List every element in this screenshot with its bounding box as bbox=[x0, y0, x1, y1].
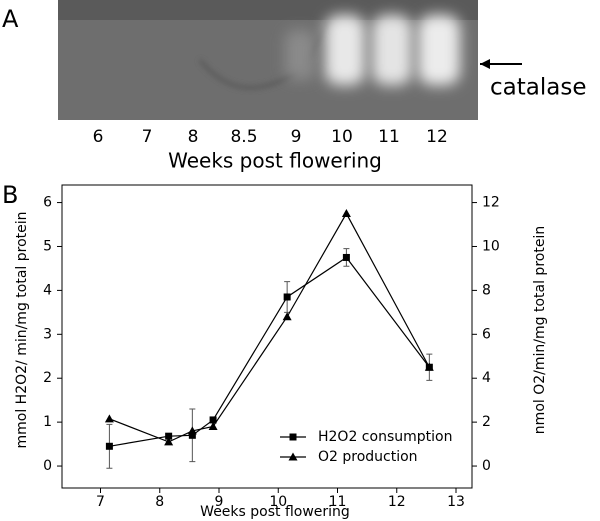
x-tick-label: 8 bbox=[155, 494, 164, 510]
x-tick-label: 12 bbox=[388, 494, 406, 510]
x-axis-label: Weeks post flowering bbox=[200, 504, 350, 520]
gel-image bbox=[58, 0, 478, 120]
y2-tick-label: 0 bbox=[482, 458, 491, 474]
legend-marker bbox=[289, 433, 297, 441]
lane-label: 7 bbox=[142, 127, 153, 147]
lane-label: 12 bbox=[426, 127, 448, 147]
panel-label: B bbox=[2, 181, 18, 209]
data-point bbox=[187, 426, 197, 435]
legend-label: H2O2 consumption bbox=[318, 429, 452, 445]
y-tick-label: 3 bbox=[43, 326, 52, 342]
data-point bbox=[104, 414, 114, 423]
series-line bbox=[109, 212, 430, 443]
lane-label: 6 bbox=[93, 127, 104, 147]
y2-tick-label: 12 bbox=[482, 195, 500, 211]
panel-label: A bbox=[2, 5, 19, 33]
data-point bbox=[208, 422, 218, 431]
plot-frame bbox=[61, 184, 473, 489]
data-point bbox=[342, 253, 350, 261]
data-point bbox=[164, 437, 174, 446]
gel-x-label: Weeks post flowering bbox=[168, 149, 382, 173]
series-line bbox=[109, 256, 430, 447]
data-point bbox=[165, 432, 173, 440]
x-tick-label: 7 bbox=[96, 494, 105, 510]
data-point bbox=[424, 362, 434, 371]
lane-label: 11 bbox=[378, 127, 400, 147]
data-point bbox=[282, 312, 292, 321]
legend-marker bbox=[288, 452, 298, 461]
y-tick-label: 4 bbox=[43, 282, 52, 298]
legend-label: O2 production bbox=[318, 449, 418, 465]
y-tick-label: 6 bbox=[43, 195, 52, 211]
y-tick-label: 5 bbox=[43, 238, 52, 254]
x-tick-label: 9 bbox=[215, 494, 224, 510]
y2-tick-label: 10 bbox=[482, 238, 500, 254]
data-point bbox=[283, 293, 291, 301]
lane-label: 8.5 bbox=[230, 127, 257, 147]
y2-tick-label: 8 bbox=[482, 282, 491, 298]
lane-label: 10 bbox=[331, 127, 353, 147]
data-point bbox=[105, 442, 113, 450]
y-axis-label: mmol H2O2/ min/mg total protein bbox=[14, 211, 30, 448]
data-point bbox=[209, 416, 217, 424]
y2-tick-label: 2 bbox=[482, 414, 491, 430]
lane-label: 9 bbox=[291, 127, 302, 147]
lane-label: 8 bbox=[188, 127, 199, 147]
x-tick-label: 10 bbox=[269, 494, 287, 510]
x-tick-label: 13 bbox=[447, 494, 465, 510]
data-point bbox=[188, 431, 196, 439]
arrow-head bbox=[480, 59, 490, 69]
y2-tick-label: 6 bbox=[482, 326, 491, 342]
y-tick-label: 0 bbox=[43, 458, 52, 474]
y-tick-label: 1 bbox=[43, 414, 52, 430]
y2-axis-label: nmol O2/min/mg total protein bbox=[532, 226, 548, 434]
x-tick-label: 11 bbox=[329, 494, 347, 510]
y-tick-label: 2 bbox=[43, 370, 52, 386]
data-point bbox=[341, 209, 351, 218]
band-label: catalase bbox=[490, 75, 586, 101]
y2-tick-label: 4 bbox=[482, 370, 491, 386]
